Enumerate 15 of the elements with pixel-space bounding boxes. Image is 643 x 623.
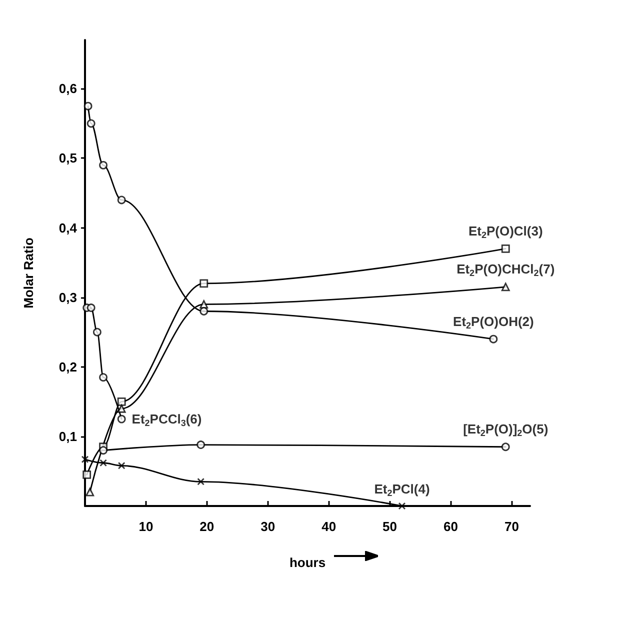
x-tick-label: 30 bbox=[260, 519, 276, 534]
x-axis-title: hours bbox=[289, 555, 326, 570]
x-tick-label: 20 bbox=[200, 519, 214, 534]
x-tick-label: 60 bbox=[444, 519, 458, 534]
y-tick-label: 0,5 bbox=[58, 150, 77, 166]
x-tick-label: 10 bbox=[138, 519, 154, 534]
y-tick-label: 0,4 bbox=[58, 220, 78, 236]
y-tick-label: 0,2 bbox=[58, 359, 77, 374]
y-tick-label: 0,1 bbox=[58, 428, 77, 444]
x-tick-label: 40 bbox=[322, 519, 336, 534]
x-tick-label: 70 bbox=[504, 519, 519, 534]
y-tick-label: 0,6 bbox=[58, 81, 77, 96]
y-tick-label: 0,3 bbox=[58, 290, 77, 305]
y-axis-title: Molar Ratio bbox=[21, 238, 36, 308]
x-tick-label: 50 bbox=[382, 519, 398, 534]
